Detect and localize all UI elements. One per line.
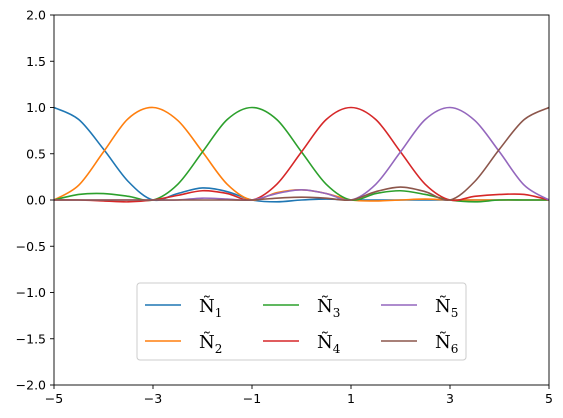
y-tick-label: −1.0 — [16, 285, 46, 300]
legend-box — [136, 282, 467, 361]
y-tick-label: −1.5 — [16, 331, 46, 346]
x-tick-label: −1 — [243, 391, 261, 406]
y-tick-label: 2.0 — [26, 8, 46, 23]
y-tick-label: −2.0 — [16, 378, 46, 393]
series-lines — [54, 106, 549, 203]
x-tick-label: 3 — [446, 391, 454, 406]
legend-label-subscript: 1 — [215, 306, 223, 320]
x-tick-label: −5 — [45, 391, 63, 406]
legend-label-subscript: 2 — [215, 342, 223, 356]
x-tick-label: −3 — [144, 391, 162, 406]
series-line-3 — [54, 106, 549, 203]
x-tick-label: 5 — [545, 391, 553, 406]
series-line-4 — [54, 106, 549, 203]
y-tick-label: 0.0 — [26, 193, 46, 208]
legend-label-subscript: 5 — [451, 306, 459, 320]
axes: −2.0 −1.5 −1.0 −0.5 0.0 0.5 1.0 1.5 2.0 −5 −3 −1 1 3 5 — [16, 8, 553, 407]
y-tick-label: 1.5 — [26, 54, 46, 69]
y-tick-label: 1.0 — [26, 100, 46, 115]
series-line-1 — [54, 106, 549, 203]
y-tick-label: 0.5 — [26, 146, 46, 161]
legend-label-subscript: 6 — [451, 342, 459, 356]
legend-label-subscript: 3 — [333, 306, 341, 320]
series-line-5 — [54, 106, 549, 202]
series-line-6 — [54, 106, 549, 202]
y-tick-label: −0.5 — [16, 239, 46, 254]
legend-label-subscript: 4 — [333, 342, 341, 356]
plot-area — [54, 106, 549, 203]
x-tick-label: 1 — [347, 391, 355, 406]
